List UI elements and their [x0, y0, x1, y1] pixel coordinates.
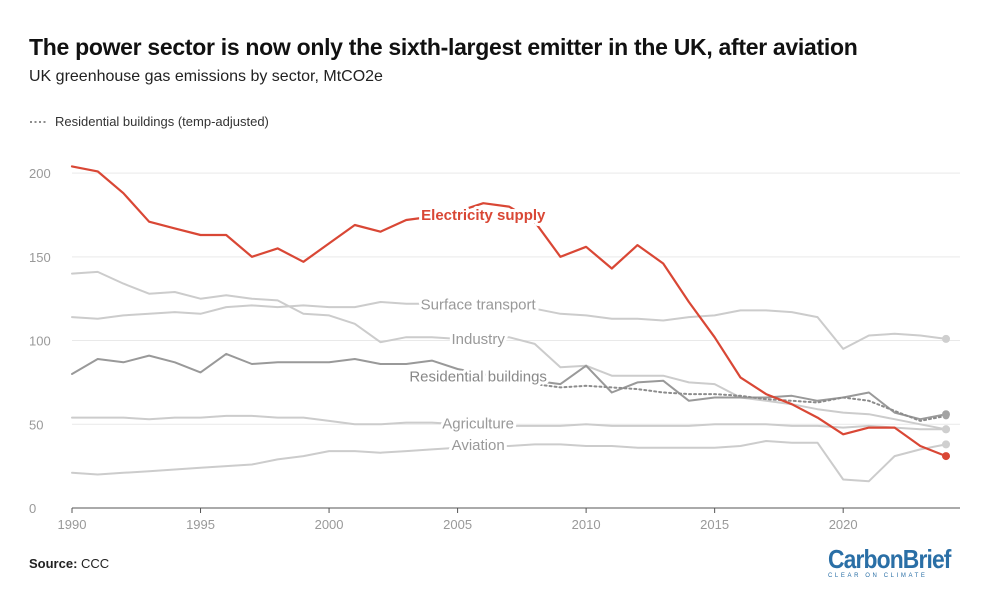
y-tick-label-0: 0 [29, 501, 36, 516]
y-tick-label-200: 200 [29, 166, 51, 181]
series-label-surface-transport: Surface transport [421, 297, 537, 314]
series-label-agriculture: Agriculture [442, 415, 514, 432]
source-note: Source: CCC [29, 556, 109, 571]
y-tick-label-150: 150 [29, 250, 51, 265]
source-value: CCC [81, 556, 110, 571]
legend: Residential buildings (temp-adjusted) [29, 114, 269, 129]
y-tick-label-50: 50 [29, 417, 43, 432]
chart-subtitle: UK greenhouse gas emissions by sector, M… [29, 68, 383, 85]
y-tick-label-100: 100 [29, 334, 51, 349]
series-line-residential-buildings [71, 352, 947, 421]
x-tick-label-1995: 1995 [186, 517, 215, 532]
source-label: Source: [29, 556, 78, 571]
series-label-industry: Industry [451, 331, 505, 348]
x-tick-label-2010: 2010 [572, 517, 601, 532]
x-tick-label-2015: 2015 [700, 517, 729, 532]
x-tick-label-2005: 2005 [443, 517, 472, 532]
carbonbrief-logo: CarbonBrief CLEAR ON CLIMATE [828, 546, 962, 579]
x-tick-label-2000: 2000 [315, 517, 344, 532]
series-line-surface-transport [71, 301, 947, 350]
chart-title: The power sector is now only the sixth-l… [29, 34, 858, 60]
logo-tagline: CLEAR ON CLIMATE [828, 573, 928, 579]
series-line-agriculture [71, 414, 947, 431]
series-end-point-agriculture [942, 425, 950, 434]
series-label-aviation: Aviation [452, 437, 505, 454]
series-label-residential-buildings: Residential buildings [409, 369, 547, 386]
series-end-point-surface-transport [942, 334, 950, 343]
dotted-line-icon [30, 120, 48, 123]
series-end-point-electricity-supply [942, 452, 950, 461]
x-tick-label-1990: 1990 [58, 517, 87, 532]
series-line-aviation [71, 440, 947, 483]
series-label-electricity-supply: Electricity supply [421, 207, 546, 224]
x-tick-label-2020: 2020 [829, 517, 858, 532]
series-end-point-residential-buildings-temp-adjusted [942, 412, 950, 420]
legend-label: Residential buildings (temp-adjusted) [55, 114, 269, 129]
series-end-point-aviation [942, 440, 950, 449]
series-line-electricity-supply [70, 165, 948, 458]
series-line-residential-buildings-temp-adjusted [533, 383, 947, 422]
logo-wordmark: CarbonBrief [828, 544, 951, 574]
series-line-industry [71, 270, 947, 431]
